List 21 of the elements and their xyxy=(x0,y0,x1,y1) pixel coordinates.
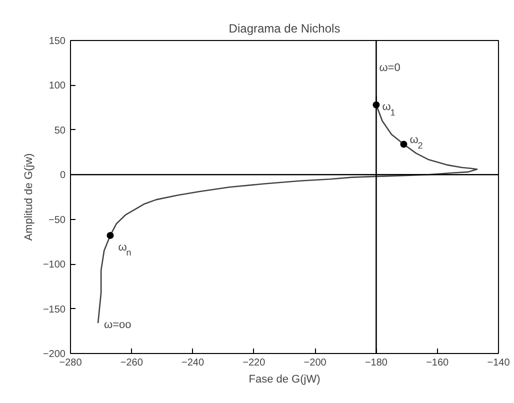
chart-title: Diagrama de Nichols xyxy=(228,22,340,36)
x-tick-label: −160 xyxy=(426,358,450,368)
y-tick-label: 150 xyxy=(48,36,66,47)
y-tick-label: 100 xyxy=(48,80,66,92)
x-tick-label: −240 xyxy=(182,358,204,368)
y-tick-label: −100 xyxy=(42,260,66,271)
y-tick-label: 0 xyxy=(60,170,66,182)
x-tick-label: −280 xyxy=(59,358,82,368)
x-tick-label: −140 xyxy=(487,358,510,368)
y-tick-label: 50 xyxy=(54,125,66,136)
annotation: ω=0 xyxy=(379,62,400,74)
y-tick-label: −200 xyxy=(42,349,66,360)
x-tick-label: −260 xyxy=(120,358,144,368)
y-tick-label: −150 xyxy=(42,304,66,316)
y-tick-label: −50 xyxy=(48,214,66,226)
annotation: ω=oo xyxy=(104,319,132,332)
x-tick-label: −200 xyxy=(304,358,327,368)
x-tick-label: −180 xyxy=(364,358,388,368)
x-axis-title: Fase de G(jW) xyxy=(248,374,320,386)
y-axis-title: Amplitud de G(jw) xyxy=(22,153,35,241)
x-tick-label: −220 xyxy=(242,358,266,368)
